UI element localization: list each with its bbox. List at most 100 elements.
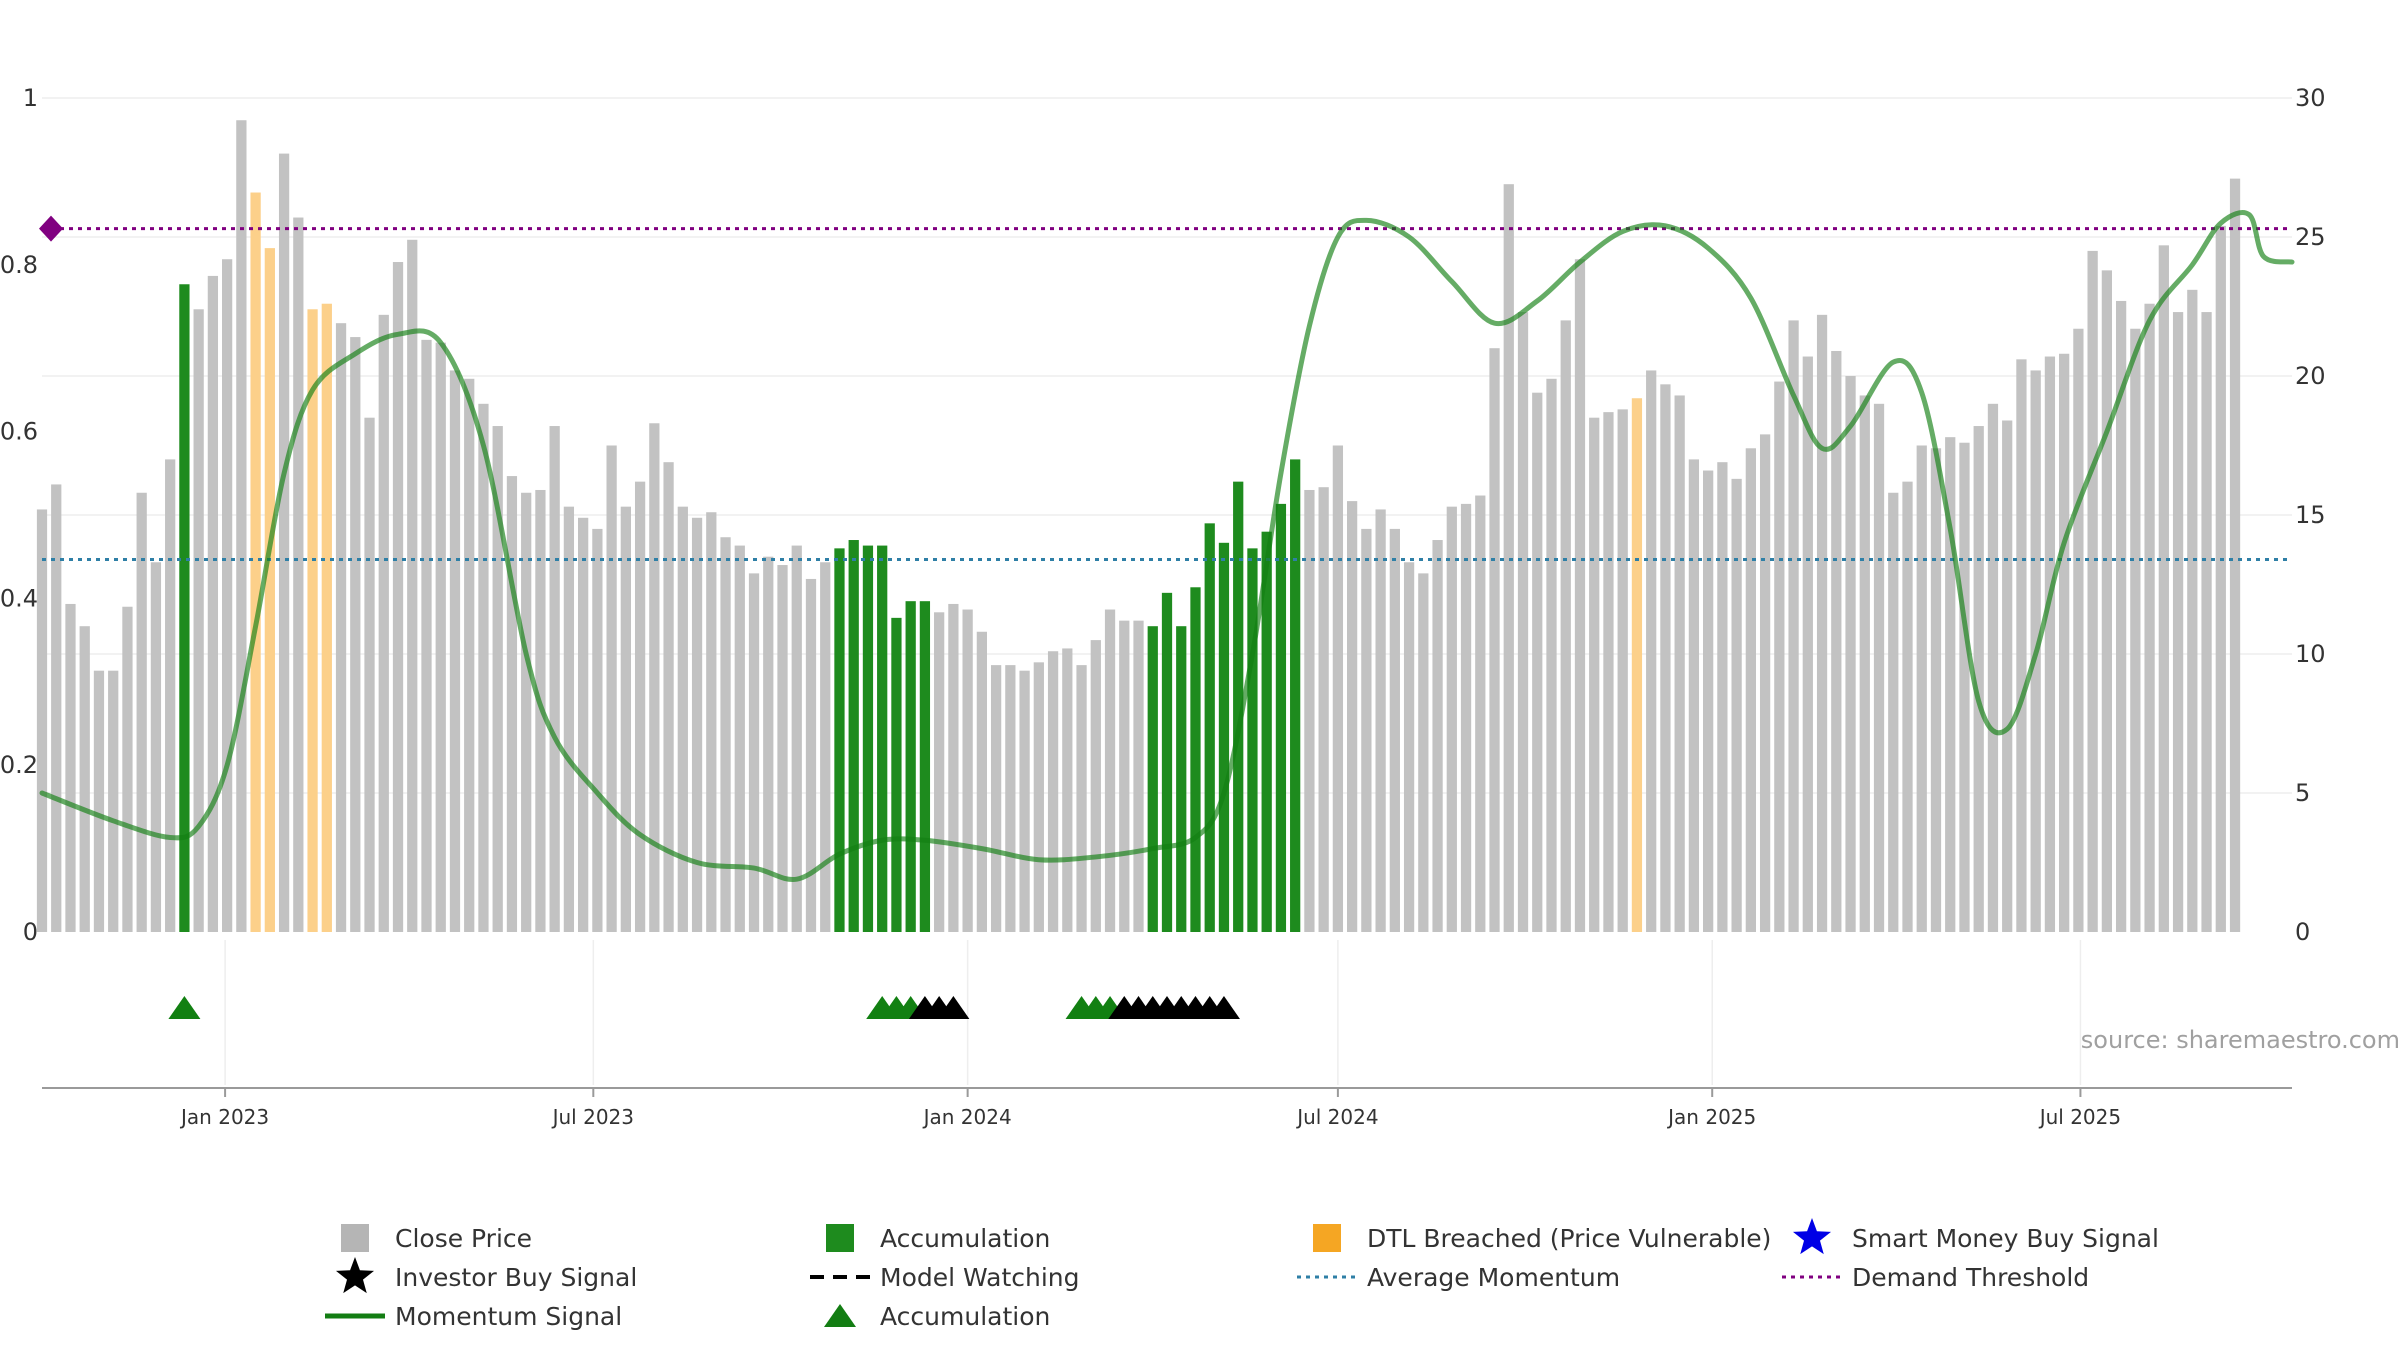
price-bar [2059,353,2070,932]
price-bar [1347,501,1358,932]
x-axis-tick-label: Jul 2025 [2038,1105,2121,1129]
price-bar [1290,459,1301,932]
price-bar [36,509,48,932]
price-bar [2073,328,2084,932]
signal-markers [168,996,1240,1019]
price-bar [1873,403,1885,932]
price-bar [934,612,945,932]
legend-item: Accumulation [824,1302,1050,1331]
price-bar [1987,403,1999,932]
price-bar [1945,437,1956,932]
price-bar [79,626,90,932]
legend-symbol-star [335,1257,375,1294]
price-bar [378,314,389,933]
legend-symbol-square [1313,1224,1341,1252]
price-bar [165,459,176,932]
price-bar [677,506,688,932]
price-bar [1318,487,1329,932]
price-bar [1076,665,1087,932]
price-bar [1859,395,1870,933]
left-axis-tick-label: 0.6 [0,418,38,446]
price-bar [136,492,147,932]
price-bar [1574,259,1586,932]
price-bar [1703,470,1714,932]
price-bar [1190,587,1201,932]
demand-threshold-diamond [39,215,63,242]
price-bar [264,248,275,932]
price-bar [1802,356,1813,932]
price-bar [990,665,1002,932]
price-bar [1731,478,1742,932]
price-bar [649,423,660,932]
price-bar [1660,384,1671,933]
legend-item: Accumulation [826,1224,1050,1253]
price-bar [2115,300,2127,932]
price-bar [93,670,105,932]
legend-item: Close Price [341,1224,532,1253]
price-bar [1688,459,1700,932]
price-bar [1304,489,1315,932]
legend-item: Smart Money Buy Signal [1792,1218,2159,1255]
legend-label: Close Price [395,1224,532,1253]
price-bar [1845,376,1856,932]
legend-item: Average Momentum [1297,1263,1620,1292]
price-bar [777,565,788,932]
price-bar [592,528,603,932]
price-bar [620,506,631,932]
price-bar [948,603,959,932]
price-bar [1033,662,1044,932]
model-watching-marker [1207,996,1240,1019]
price-bar [193,309,204,932]
price-bar [1275,503,1287,932]
price-bar [1916,445,1927,932]
price-bar [1233,481,1244,932]
price-bar [150,562,162,932]
price-bar [1475,495,1486,932]
legend-item: Model Watching [810,1263,1080,1292]
right-axis-tick-label: 15 [2295,501,2326,529]
price-bar [1674,395,1685,933]
price-bar [179,284,190,932]
left-axis-tick-label: 0.4 [0,584,38,612]
momentum-signal-line [39,210,2295,882]
price-bar [1161,592,1173,932]
price-bar [1090,640,1101,932]
right-axis-tick-label: 20 [2295,362,2326,390]
legend-item: Investor Buy Signal [335,1257,637,1294]
price-bar [492,426,503,932]
price-bar [350,337,361,933]
price-bar [449,370,461,932]
x-axis: Jan 2023 Jul 2023 Jan 2024 Jul 2024 Jan 2025… [42,1087,2292,1129]
price-bar [1147,626,1158,932]
line-series [39,210,2295,882]
right-axis-tick-label: 0 [2295,918,2310,946]
price-bar [763,556,774,932]
legend-label: Demand Threshold [1852,1263,2089,1292]
legend-item: Demand Threshold [1782,1263,2089,1292]
price-bar [1930,448,1942,932]
price-bar [1119,620,1130,932]
price-bar [1062,648,1073,932]
price-bar [1176,626,1187,932]
price-bar [2016,359,2027,932]
price-bar [1218,542,1230,932]
price-bar [720,537,731,932]
price-bar [877,545,888,932]
price-bar [1560,320,1571,932]
price-bar [1816,314,1828,933]
legend-item: Momentum Signal [325,1302,622,1331]
x-axis-tick-label: Jul 2024 [1295,1105,1378,1129]
x-axis-tick-label: Jan 2023 [179,1105,269,1129]
legend-label: Investor Buy Signal [395,1263,637,1292]
price-bar [1403,562,1415,932]
left-axis-tick-label: 0.2 [0,751,38,779]
price-bar [464,378,475,932]
price-bar [2215,225,2226,932]
price-bar [1589,417,1600,932]
price-bar [307,309,318,932]
accumulation-marker [168,996,201,1019]
right-axis-tick-label: 30 [2295,84,2326,112]
price-bar [51,484,62,932]
price-bar [1104,609,1116,932]
